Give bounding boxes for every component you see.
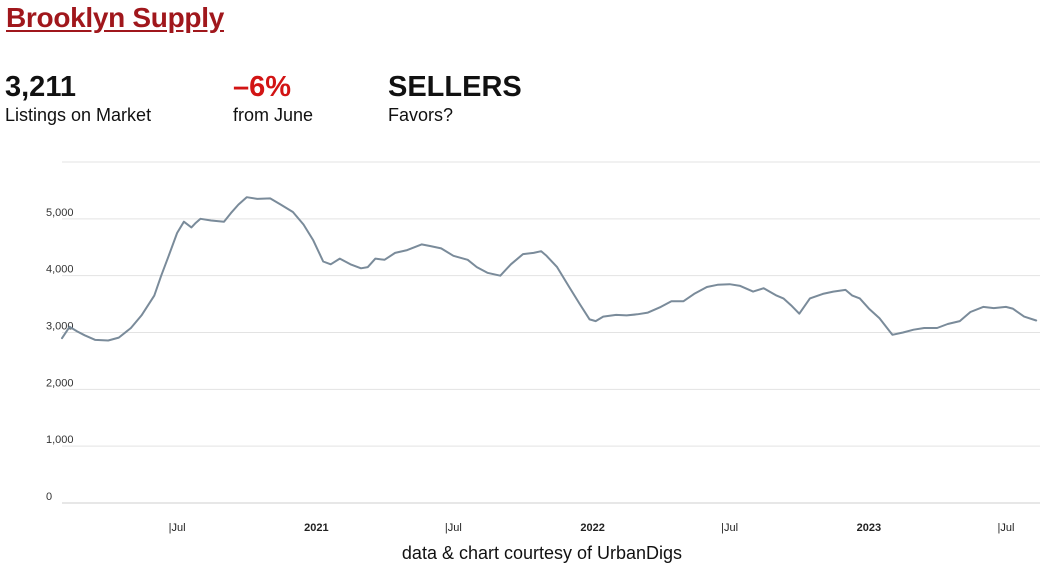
market-favor-label: Favors? <box>388 105 454 125</box>
y-tick-label: 2,000 <box>46 377 74 389</box>
y-tick-label: 0 <box>46 491 52 503</box>
stat-listings: 3,211 Listings on Market <box>5 70 151 126</box>
market-favor-value: SELLERS <box>388 71 522 103</box>
listings-count: 3,211 <box>5 71 76 103</box>
x-tick-label: |Jul <box>169 522 186 534</box>
x-tick-label: 2023 <box>857 522 881 534</box>
series-line <box>61 196 1038 342</box>
change-value: –6% <box>233 71 292 103</box>
x-tick-label: |Jul <box>721 522 738 534</box>
chart-credit: data & chart courtesy of UrbanDigs <box>401 543 683 563</box>
stat-change: –6% from June <box>233 70 313 126</box>
stat-market-favor: SELLERS Favors? <box>388 70 522 126</box>
listings-label: Listings on Market <box>5 105 152 125</box>
y-tick-label: 4,000 <box>46 264 74 276</box>
x-tick-label: |Jul <box>445 522 462 534</box>
x-tick-label: 2022 <box>580 522 604 534</box>
y-tick-label: 5,000 <box>46 207 74 219</box>
x-tick-label: |Jul <box>997 522 1014 534</box>
x-tick-label: 2021 <box>304 522 328 534</box>
y-tick-label: 1,000 <box>46 434 74 446</box>
page-title[interactable]: Brooklyn Supply <box>6 2 224 33</box>
change-label: from June <box>233 105 314 125</box>
